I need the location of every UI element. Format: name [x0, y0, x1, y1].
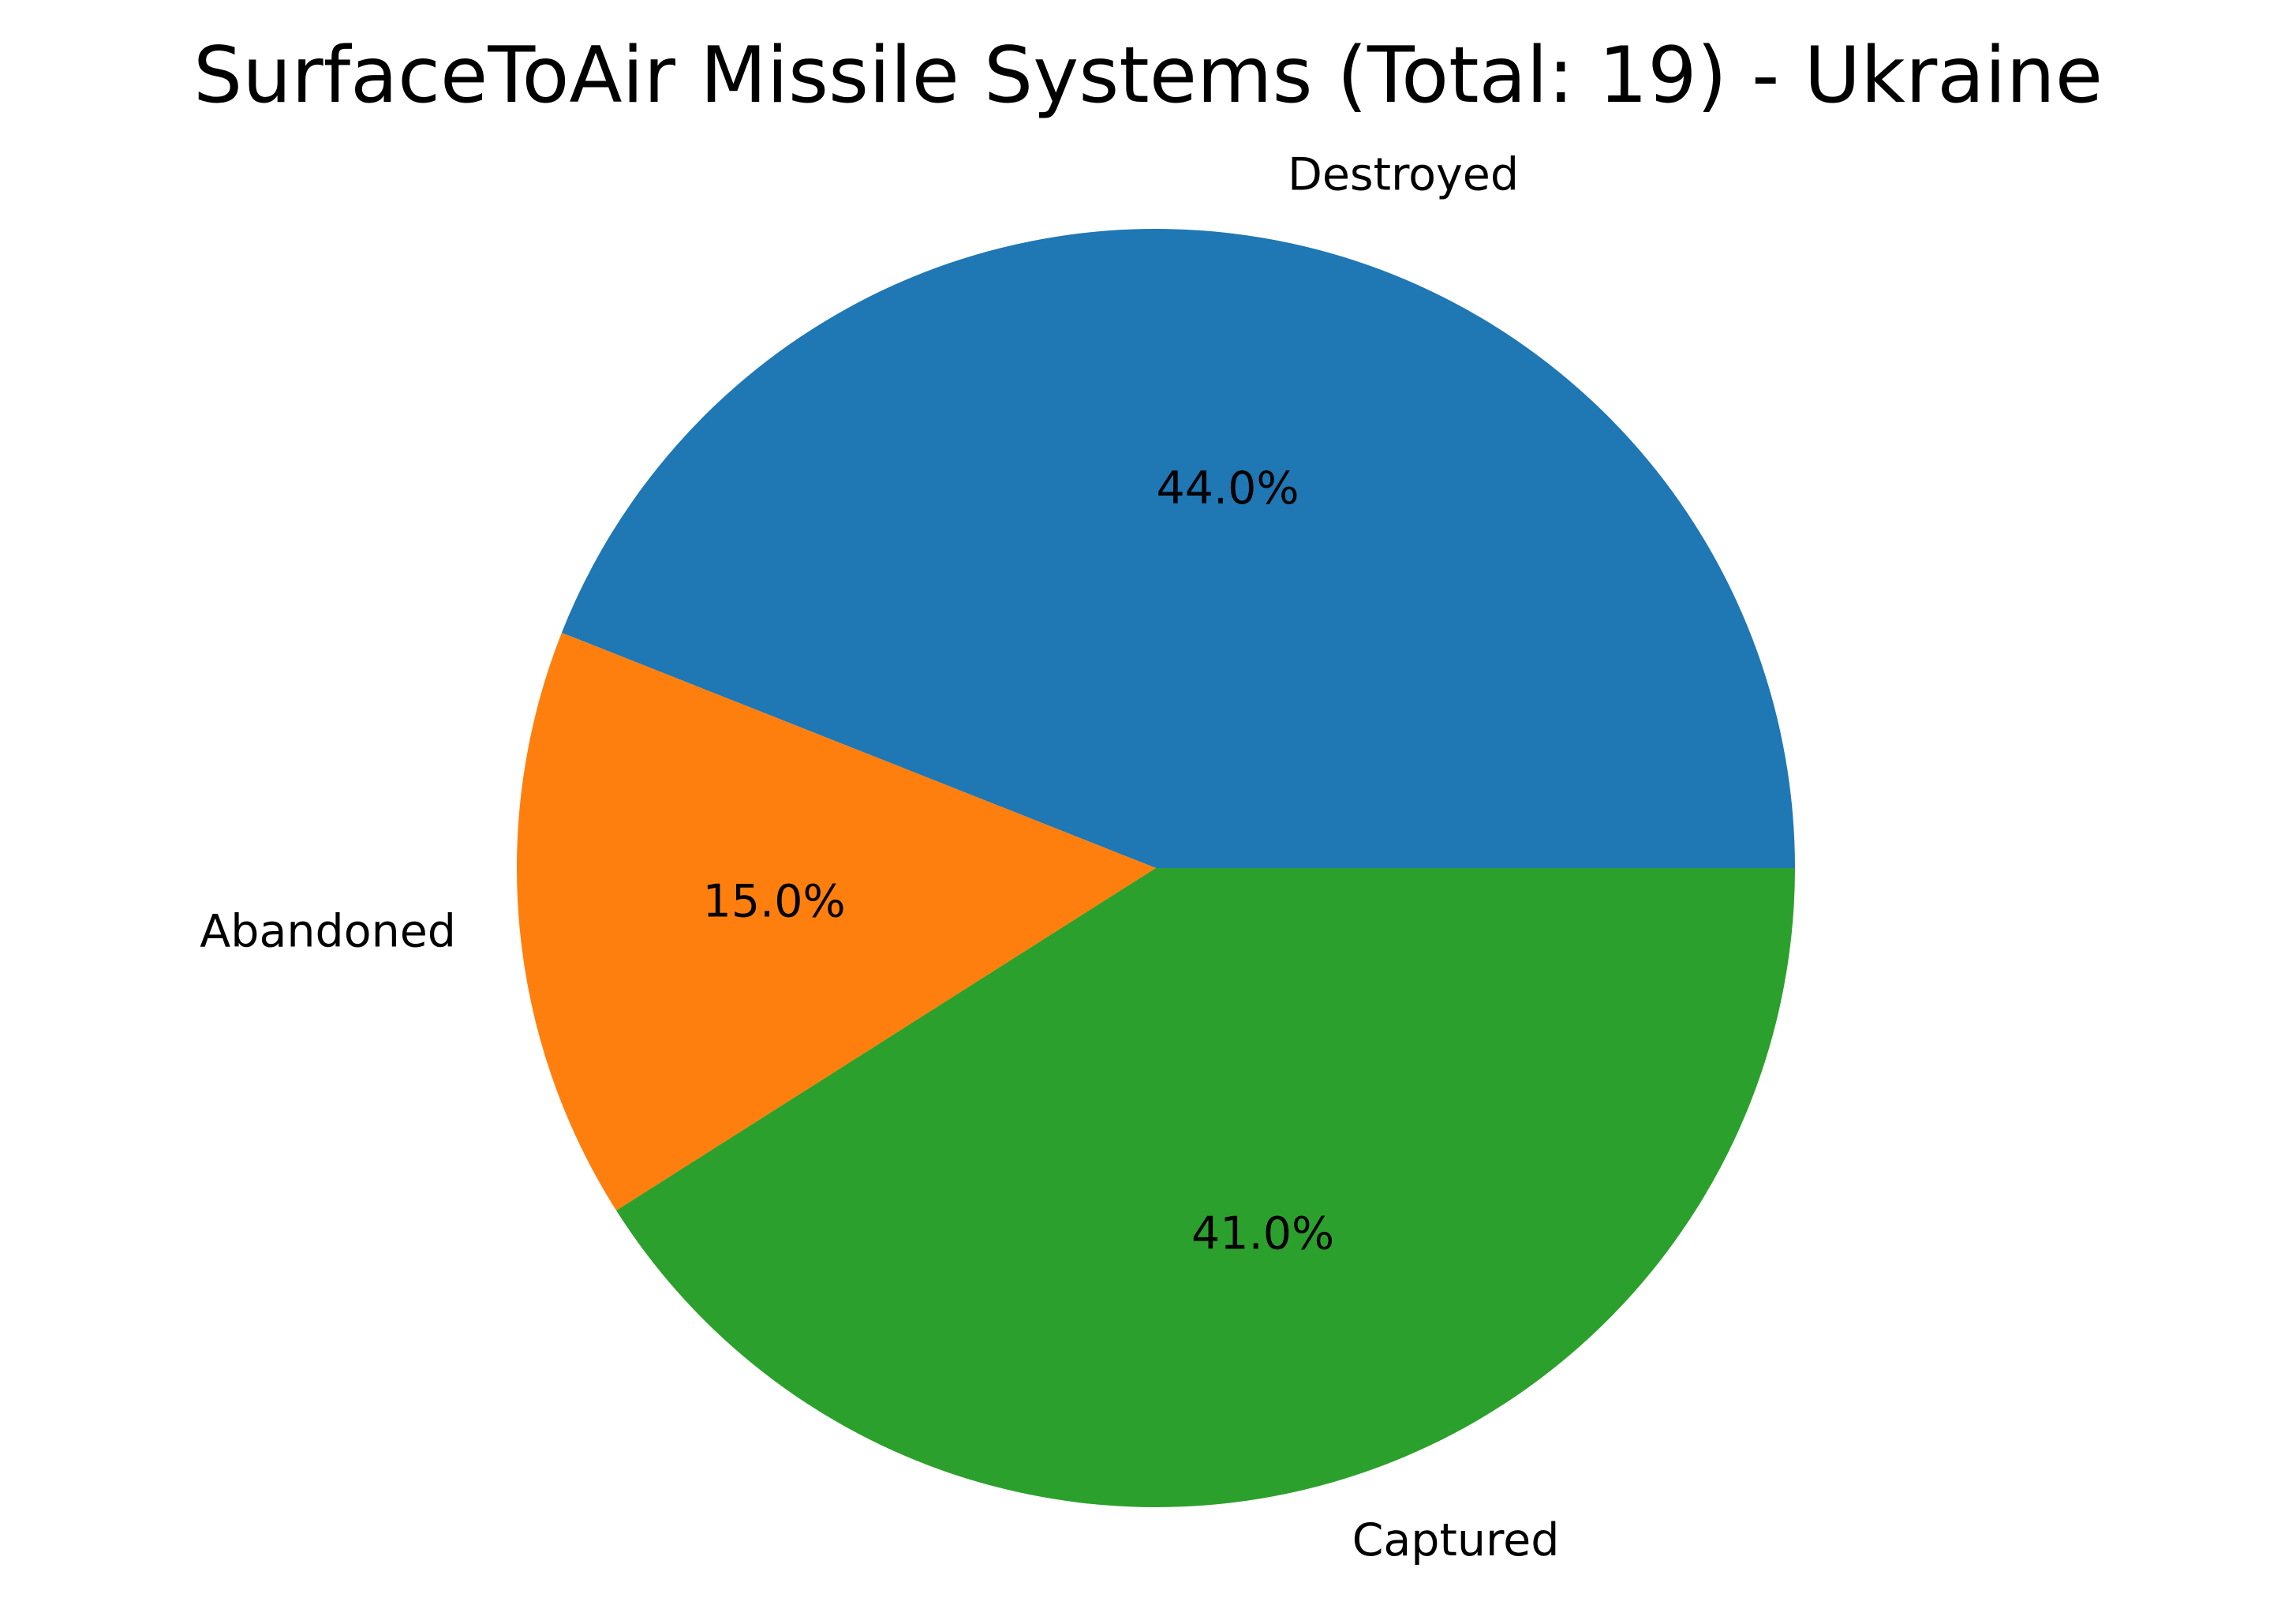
slice-label-captured: Captured [1352, 1514, 1560, 1566]
slice-label-abandoned: Abandoned [200, 905, 456, 957]
chart-title: SurfaceToAir Missile Systems (Total: 19)… [193, 31, 2103, 121]
slice-percent-captured: 41.0% [1191, 1207, 1334, 1259]
pie-labels: Destroyed 44.0% Abandoned 15.0% Captured 41.0… [200, 148, 1559, 1566]
pie-slices [517, 228, 1795, 1508]
slice-percent-abandoned: 15.0% [703, 875, 846, 927]
slice-percent-destroyed: 44.0% [1157, 462, 1299, 515]
slice-label-destroyed: Destroyed [1288, 148, 1519, 200]
pie-slice-abandoned [517, 632, 1156, 1211]
pie-slice-captured [616, 868, 1795, 1508]
pie-slice-destroyed [561, 228, 1795, 868]
